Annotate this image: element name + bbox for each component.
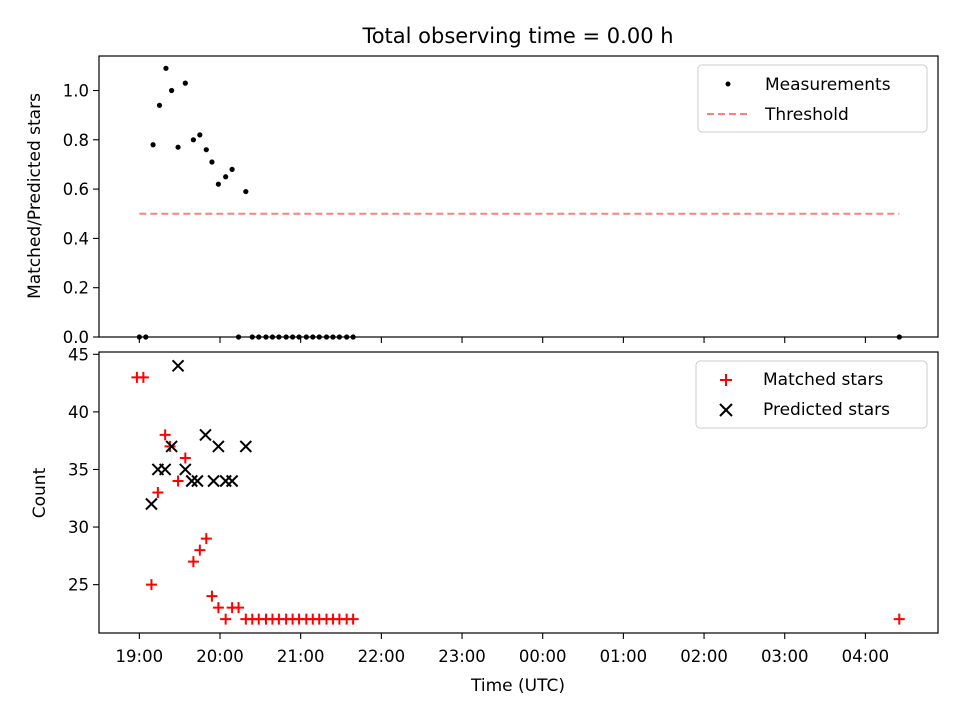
y-tick-label: 45 bbox=[68, 345, 89, 364]
predicted-star-point bbox=[225, 474, 239, 488]
y-tick-label: 25 bbox=[68, 576, 89, 595]
matched-star-point bbox=[194, 544, 206, 556]
measurement-point bbox=[215, 181, 221, 187]
x-tick-label: 19:00 bbox=[116, 647, 164, 666]
y-tick-label: 0.2 bbox=[63, 279, 89, 298]
bottom-plot-marks bbox=[131, 359, 905, 625]
legend-measurements-marker bbox=[725, 81, 731, 87]
top-legend: Measurements Threshold bbox=[697, 64, 928, 133]
measurement-point bbox=[209, 159, 215, 165]
legend-predicted-marker bbox=[719, 403, 733, 417]
measurement-point bbox=[190, 137, 196, 143]
bottom-ylabel: Count bbox=[30, 467, 50, 518]
matched-star-point bbox=[233, 602, 245, 614]
predicted-star-point bbox=[171, 359, 185, 373]
legend-measurements-label: Measurements bbox=[765, 75, 891, 95]
measurement-point bbox=[156, 102, 163, 108]
measurement-point bbox=[169, 87, 175, 94]
matched-star-point bbox=[172, 475, 184, 487]
x-tick-label: 04:00 bbox=[842, 647, 890, 666]
figure-title: Total observing time = 0.00 h bbox=[361, 24, 673, 48]
y-tick-label: 0.0 bbox=[63, 328, 89, 347]
y-tick-label: 0.6 bbox=[63, 180, 89, 199]
matched-star-point bbox=[179, 452, 191, 464]
x-tick-label: 03:00 bbox=[761, 647, 809, 666]
y-tick-label: 30 bbox=[68, 518, 89, 537]
legend-predicted-label: Predicted stars bbox=[763, 400, 890, 420]
measurement-point bbox=[175, 144, 181, 150]
matched-star-point bbox=[152, 487, 164, 498]
y-tick-label: 0.4 bbox=[63, 229, 89, 248]
top-axes: Matched/Predicted stars 0.0 0.2 0.4 0.6 0.8 1… bbox=[25, 55, 939, 347]
top-x-ticks bbox=[138, 337, 866, 343]
matched-star-point bbox=[137, 371, 149, 383]
predicted-star-point bbox=[185, 474, 198, 488]
predicted-star-point bbox=[145, 497, 158, 511]
bottom-axes: Count 25 30 35 40 45 19:00 20:00 21:00 22:00 23:… bbox=[30, 345, 939, 666]
predicted-star-point bbox=[158, 463, 172, 476]
matched-star-point bbox=[187, 556, 199, 568]
x-tick-label: 23:00 bbox=[438, 647, 486, 666]
bottom-axes-frame bbox=[98, 351, 939, 634]
x-tick-label: 20:00 bbox=[196, 647, 244, 666]
measurement-point bbox=[150, 142, 156, 148]
y-tick-label: 35 bbox=[68, 460, 89, 479]
top-ylabel: Matched/Predicted stars bbox=[25, 93, 45, 299]
legend-threshold-label: Threshold bbox=[764, 105, 849, 125]
matched-star-point bbox=[212, 602, 224, 614]
y-tick-label: 0.8 bbox=[63, 131, 89, 150]
predicted-star-point bbox=[199, 428, 212, 442]
bottom-legend-box bbox=[695, 360, 928, 429]
predicted-star-point bbox=[207, 474, 220, 488]
x-tick-label: 02:00 bbox=[680, 647, 728, 666]
legend-matched-label: Matched stars bbox=[763, 370, 883, 390]
x-tick-label: 00:00 bbox=[519, 647, 567, 666]
measurement-point bbox=[223, 174, 229, 180]
predicted-star-point bbox=[191, 474, 204, 488]
measurement-point bbox=[182, 80, 188, 86]
matched-star-point bbox=[159, 429, 171, 441]
y-tick-label: 1.0 bbox=[63, 82, 89, 101]
top-plot-marks bbox=[136, 65, 902, 340]
measurement-point bbox=[203, 147, 209, 153]
bottom-legend: Matched stars Predicted stars bbox=[695, 360, 928, 429]
matched-star-point bbox=[206, 590, 218, 602]
measurement-point bbox=[243, 188, 249, 195]
top-y-ticks: 0.0 0.2 0.4 0.6 0.8 1.0 bbox=[63, 82, 99, 347]
x-tick-label: 22:00 bbox=[358, 647, 406, 666]
legend-matched-marker bbox=[720, 374, 732, 386]
bottom-y-ticks: 25 30 35 40 45 bbox=[68, 345, 99, 595]
measurement-point bbox=[229, 166, 235, 172]
matched-star-point bbox=[200, 533, 212, 545]
y-tick-label: 40 bbox=[68, 403, 89, 422]
bottom-x-ticks: 19:00 20:00 21:00 22:00 23:00 00:00 01:00 02:00… bbox=[116, 633, 890, 666]
matched-star-point bbox=[145, 579, 157, 591]
predicted-star-point bbox=[212, 440, 225, 453]
x-tick-label: 21:00 bbox=[277, 647, 325, 666]
predicted-star-point bbox=[179, 463, 192, 476]
top-legend-box bbox=[697, 64, 928, 133]
matched-star-point bbox=[164, 440, 176, 452]
measurement-point bbox=[197, 132, 203, 138]
top-axes-frame bbox=[98, 55, 939, 338]
predicted-star-point bbox=[165, 440, 178, 453]
matched-star-point bbox=[220, 613, 232, 625]
x-axis-label: Time (UTC) bbox=[470, 676, 565, 696]
matched-star-point bbox=[893, 613, 905, 625]
x-tick-label: 01:00 bbox=[600, 647, 648, 666]
measurement-point bbox=[163, 65, 169, 71]
matched-star-point bbox=[347, 613, 359, 625]
predicted-star-point bbox=[239, 440, 253, 453]
